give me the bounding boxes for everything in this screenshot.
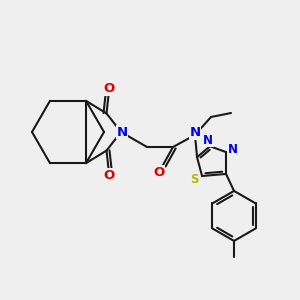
Text: O: O (103, 169, 114, 182)
Text: N: N (228, 142, 238, 156)
Text: N: N (203, 134, 213, 147)
Text: S: S (190, 172, 198, 185)
Text: N: N (189, 127, 201, 140)
Text: N: N (116, 125, 128, 139)
Text: O: O (103, 82, 114, 95)
Text: O: O (153, 166, 165, 178)
